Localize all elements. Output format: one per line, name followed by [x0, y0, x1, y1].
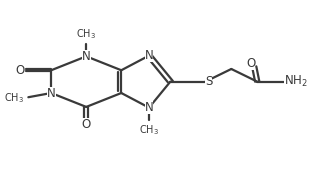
Text: N: N: [82, 50, 91, 63]
Text: O: O: [82, 118, 91, 131]
Text: O: O: [246, 57, 255, 70]
Text: CH$_3$: CH$_3$: [4, 92, 24, 105]
Text: NH$_2$: NH$_2$: [284, 74, 308, 89]
Text: N: N: [145, 101, 154, 114]
Text: CH$_3$: CH$_3$: [139, 123, 159, 137]
Text: N: N: [47, 87, 56, 99]
Text: CH$_3$: CH$_3$: [76, 27, 96, 41]
Text: O: O: [15, 64, 25, 77]
Text: N: N: [145, 49, 154, 62]
Text: S: S: [205, 75, 212, 88]
